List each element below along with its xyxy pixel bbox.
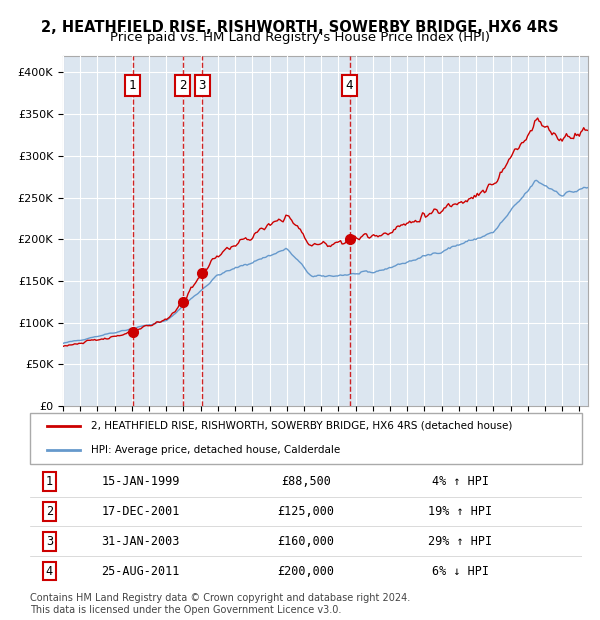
Text: 29% ↑ HPI: 29% ↑ HPI — [428, 535, 493, 547]
Text: 2: 2 — [46, 505, 53, 518]
Text: 3: 3 — [199, 79, 206, 92]
Text: 19% ↑ HPI: 19% ↑ HPI — [428, 505, 493, 518]
Text: 2, HEATHFIELD RISE, RISHWORTH, SOWERBY BRIDGE, HX6 4RS (detached house): 2, HEATHFIELD RISE, RISHWORTH, SOWERBY B… — [91, 420, 512, 431]
Text: £125,000: £125,000 — [277, 505, 335, 518]
Text: £160,000: £160,000 — [277, 535, 335, 547]
Text: 15-JAN-1999: 15-JAN-1999 — [101, 476, 179, 488]
Text: 1: 1 — [129, 79, 136, 92]
Text: HPI: Average price, detached house, Calderdale: HPI: Average price, detached house, Cald… — [91, 445, 340, 454]
Text: Price paid vs. HM Land Registry's House Price Index (HPI): Price paid vs. HM Land Registry's House … — [110, 31, 490, 44]
Text: £88,500: £88,500 — [281, 476, 331, 488]
Text: 25-AUG-2011: 25-AUG-2011 — [101, 565, 179, 577]
Text: 4: 4 — [346, 79, 353, 92]
Text: 31-JAN-2003: 31-JAN-2003 — [101, 535, 179, 547]
Text: 2: 2 — [179, 79, 187, 92]
Text: 4% ↑ HPI: 4% ↑ HPI — [432, 476, 489, 488]
Text: £200,000: £200,000 — [277, 565, 335, 577]
FancyBboxPatch shape — [30, 413, 582, 464]
Text: Contains HM Land Registry data © Crown copyright and database right 2024.
This d: Contains HM Land Registry data © Crown c… — [30, 593, 410, 615]
Text: 6% ↓ HPI: 6% ↓ HPI — [432, 565, 489, 577]
Text: 2, HEATHFIELD RISE, RISHWORTH, SOWERBY BRIDGE, HX6 4RS: 2, HEATHFIELD RISE, RISHWORTH, SOWERBY B… — [41, 20, 559, 35]
Text: 4: 4 — [46, 565, 53, 577]
Text: 3: 3 — [46, 535, 53, 547]
Text: 17-DEC-2001: 17-DEC-2001 — [101, 505, 179, 518]
Text: 1: 1 — [46, 476, 53, 488]
